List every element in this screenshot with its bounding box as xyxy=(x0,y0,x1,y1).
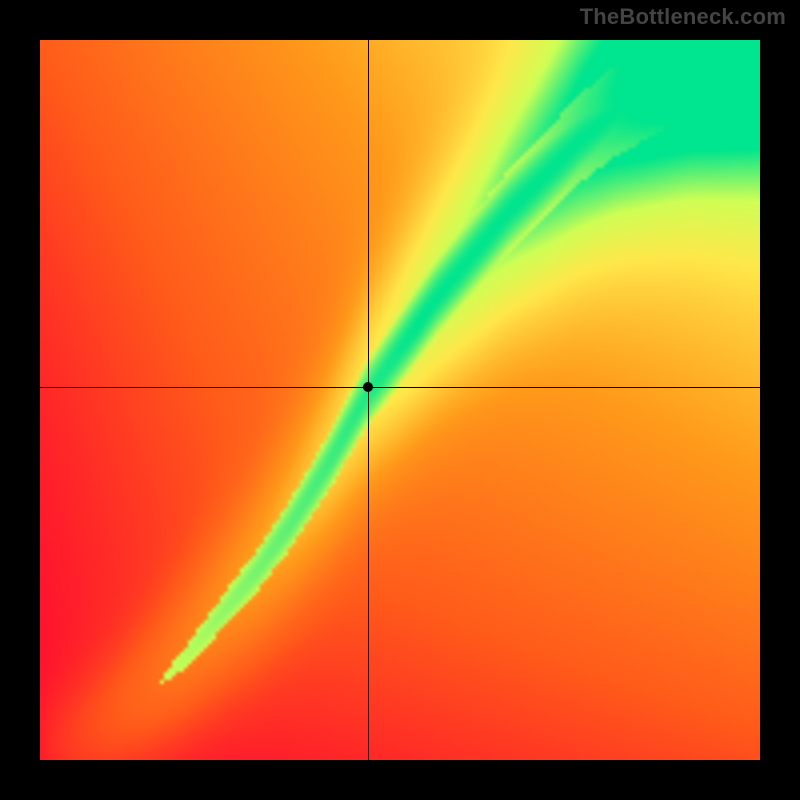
crosshair-marker xyxy=(363,382,373,392)
heatmap-plot xyxy=(40,40,760,760)
watermark-text: TheBottleneck.com xyxy=(580,4,786,30)
heatmap-canvas xyxy=(40,40,760,760)
crosshair-vertical xyxy=(368,40,369,760)
crosshair-horizontal xyxy=(40,387,760,388)
